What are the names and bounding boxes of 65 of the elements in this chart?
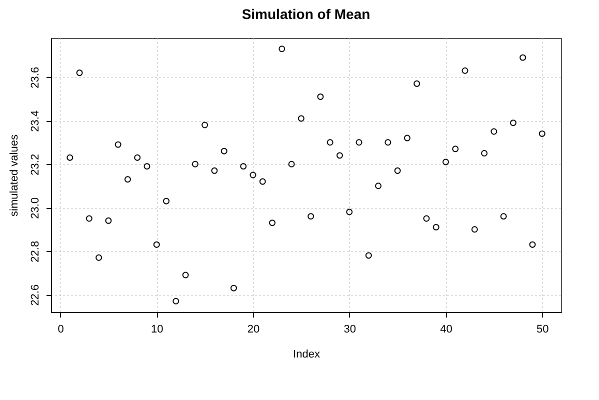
point bbox=[202, 122, 208, 128]
point bbox=[230, 284, 237, 292]
point bbox=[298, 115, 304, 122]
point bbox=[211, 167, 218, 174]
x-tick-label: 40 bbox=[440, 324, 452, 336]
point bbox=[432, 224, 440, 230]
x-tick-label: 20 bbox=[247, 324, 260, 336]
x-tick-label: 10 bbox=[151, 324, 164, 336]
point bbox=[192, 160, 198, 168]
x-tick-label: 30 bbox=[344, 324, 356, 336]
point bbox=[462, 67, 468, 74]
point bbox=[404, 134, 410, 142]
point bbox=[308, 213, 314, 220]
point bbox=[124, 176, 131, 183]
point bbox=[269, 220, 276, 226]
point bbox=[452, 146, 459, 152]
point bbox=[538, 130, 546, 137]
point bbox=[182, 272, 189, 278]
point bbox=[375, 182, 382, 190]
point bbox=[172, 298, 180, 304]
point bbox=[153, 241, 160, 248]
point bbox=[250, 172, 256, 178]
y-tick-label: 22.8 bbox=[30, 240, 42, 262]
y-tick-label: 23.6 bbox=[30, 66, 42, 88]
point bbox=[529, 241, 536, 248]
point bbox=[365, 252, 372, 259]
x-axis-title: Index bbox=[293, 348, 320, 360]
point bbox=[336, 152, 343, 159]
y-tick-label: 22.6 bbox=[30, 284, 42, 306]
point bbox=[86, 215, 92, 222]
point bbox=[490, 128, 498, 135]
point bbox=[144, 163, 150, 170]
point bbox=[278, 46, 286, 52]
point bbox=[500, 213, 507, 220]
y-axis-title: simulated values bbox=[8, 134, 20, 216]
point bbox=[240, 163, 247, 170]
point bbox=[510, 120, 516, 126]
point bbox=[66, 154, 74, 161]
point bbox=[259, 178, 266, 185]
point bbox=[114, 141, 122, 148]
point bbox=[163, 198, 170, 204]
point bbox=[442, 158, 449, 166]
point bbox=[326, 139, 334, 146]
point bbox=[394, 167, 401, 174]
x-tick-label: 0 bbox=[58, 324, 64, 336]
point bbox=[317, 93, 324, 100]
point bbox=[96, 254, 102, 261]
point bbox=[471, 226, 478, 233]
point bbox=[384, 139, 392, 146]
point bbox=[414, 80, 420, 87]
point bbox=[76, 70, 83, 76]
point bbox=[134, 154, 141, 161]
x-tick-label: 50 bbox=[536, 324, 549, 336]
chart-title: Simulation of Mean bbox=[242, 6, 370, 22]
point bbox=[288, 160, 295, 168]
point bbox=[356, 139, 362, 146]
y-tick-label: 23.2 bbox=[30, 154, 42, 176]
point bbox=[423, 215, 430, 222]
point bbox=[220, 148, 228, 154]
point bbox=[520, 54, 526, 61]
point bbox=[481, 150, 488, 156]
point bbox=[105, 217, 112, 224]
point bbox=[346, 208, 353, 216]
y-tick-label: 23.0 bbox=[30, 197, 42, 219]
y-tick-label: 23.4 bbox=[30, 110, 42, 132]
